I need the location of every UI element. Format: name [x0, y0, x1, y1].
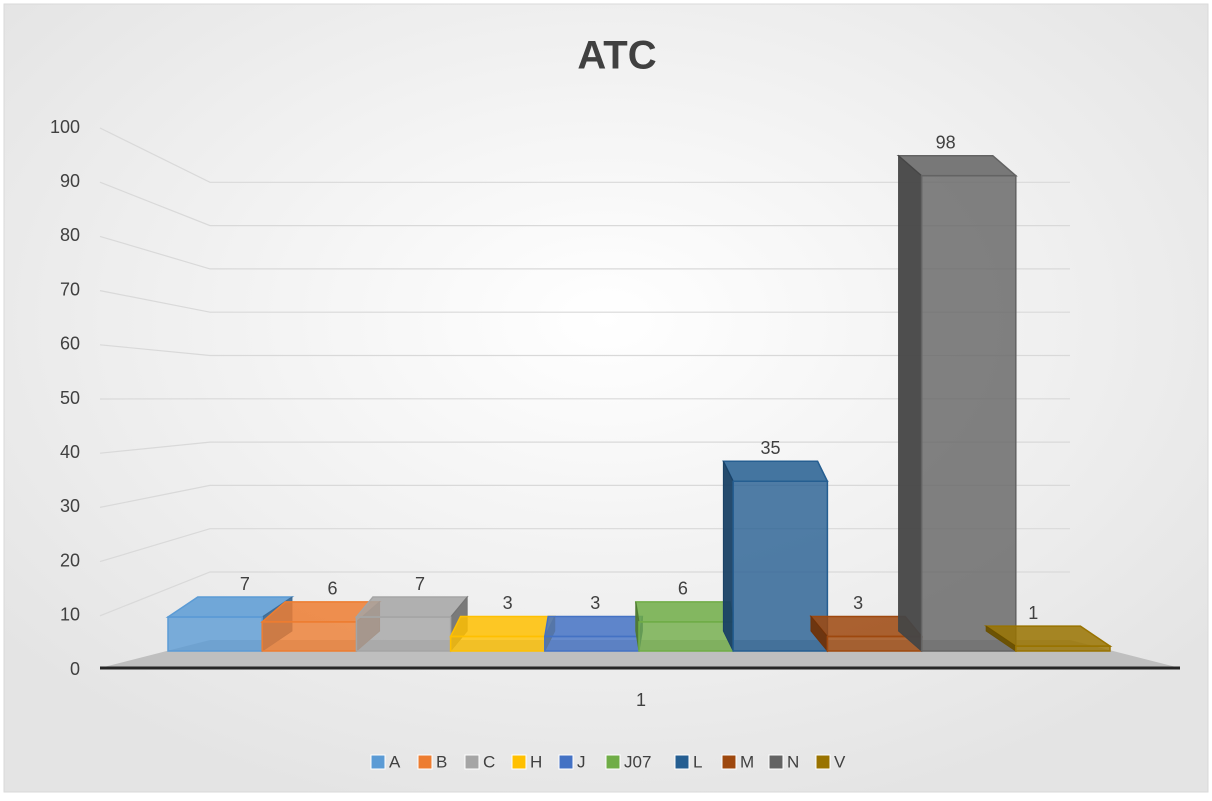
data-label: 7: [240, 574, 250, 594]
bar: [636, 602, 733, 651]
chart-background: [4, 4, 1208, 792]
legend-label: L: [693, 752, 702, 771]
legend-swatch: [418, 755, 432, 769]
chart-title: ATC: [577, 34, 656, 78]
data-label: 3: [590, 593, 600, 613]
bar: [451, 616, 555, 651]
y-tick-label: 80: [60, 225, 80, 245]
y-tick-label: 90: [60, 171, 80, 191]
legend-swatch: [769, 755, 783, 769]
legend-label: J: [577, 752, 586, 771]
bar-front: [922, 176, 1016, 651]
y-tick-label: 10: [60, 605, 80, 625]
bar-side: [899, 156, 922, 651]
legend-swatch: [722, 755, 736, 769]
y-tick-label: 20: [60, 550, 80, 570]
bar-front: [168, 617, 262, 651]
y-tick-label: 50: [60, 388, 80, 408]
data-label: 1: [1028, 603, 1038, 623]
legend-label: H: [530, 752, 542, 771]
bar-top: [636, 602, 733, 622]
x-tick-label: 1: [636, 690, 646, 710]
bar-front: [1016, 646, 1110, 651]
data-label: 35: [760, 438, 780, 458]
bar-front: [639, 622, 733, 651]
legend-swatch: [371, 755, 385, 769]
data-label: 6: [327, 579, 337, 599]
bar-front: [545, 636, 639, 651]
y-tick-label: 60: [60, 334, 80, 354]
legend-swatch: [465, 755, 479, 769]
data-label: 6: [678, 579, 688, 599]
bar-front: [451, 636, 545, 651]
legend-label: J07: [624, 752, 651, 771]
legend-swatch: [606, 755, 620, 769]
bar-top: [723, 461, 827, 481]
legend-label: M: [740, 752, 754, 771]
legend: A B C H J J07 L M N V: [371, 752, 846, 771]
y-tick-label: 30: [60, 496, 80, 516]
legend-label: B: [436, 752, 447, 771]
legend-label: V: [834, 752, 846, 771]
legend-swatch: [512, 755, 526, 769]
legend-label: C: [483, 752, 495, 771]
legend-swatch: [559, 755, 573, 769]
bar-top: [451, 616, 555, 636]
bar-top: [356, 597, 467, 617]
legend-label: A: [389, 752, 401, 771]
bar: [545, 616, 643, 651]
bar: [899, 156, 1016, 651]
legend-swatch: [675, 755, 689, 769]
data-label: 3: [503, 593, 513, 613]
y-tick-label: 100: [50, 117, 80, 137]
bar-front: [262, 622, 356, 651]
y-tick-label: 70: [60, 279, 80, 299]
data-label: 3: [853, 593, 863, 613]
legend-swatch: [816, 755, 830, 769]
bar-side: [723, 461, 733, 651]
bar-top: [545, 616, 643, 636]
data-label: 98: [936, 132, 956, 152]
legend-label: N: [787, 752, 799, 771]
bar-front: [356, 617, 450, 651]
data-label: 7: [415, 574, 425, 594]
y-tick-label: 40: [60, 442, 80, 462]
y-tick-label: 0: [70, 659, 80, 679]
